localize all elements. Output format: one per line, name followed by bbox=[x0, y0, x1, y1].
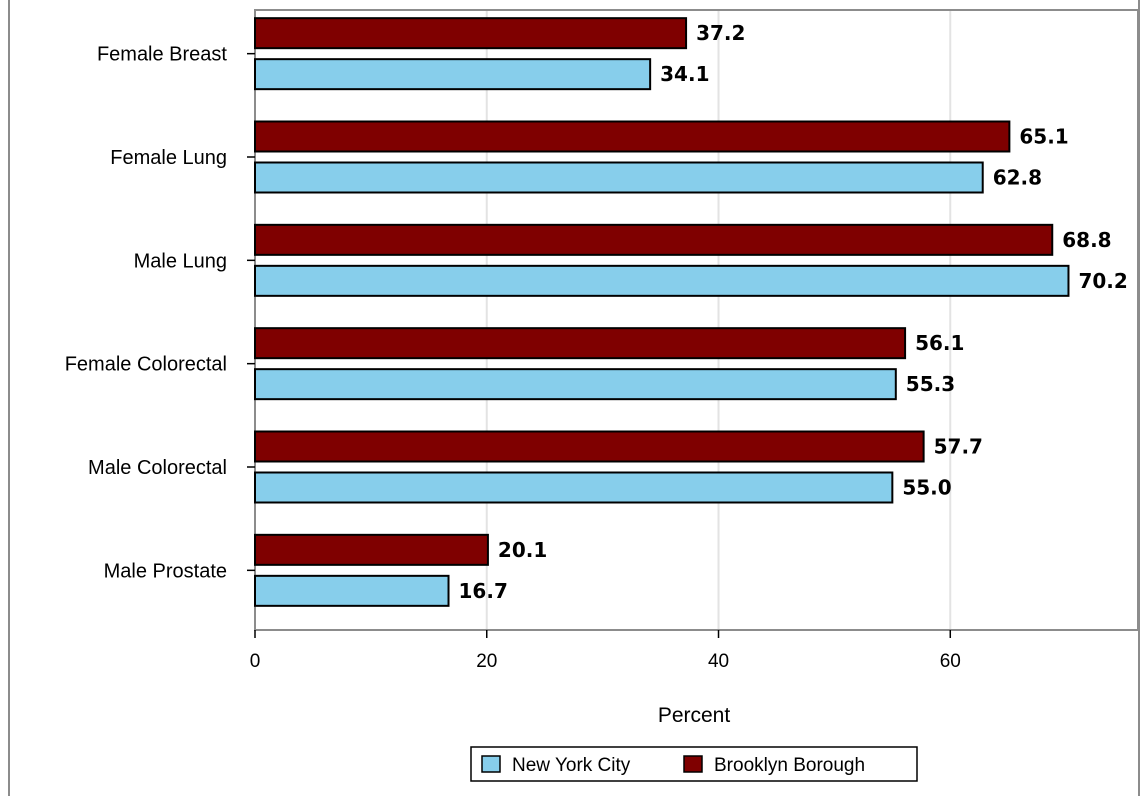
bar-female-lung-new-york-city bbox=[254, 161, 984, 194]
bar-male-prostate-new-york-city bbox=[254, 574, 450, 607]
bar-female-lung-brooklyn-borough bbox=[254, 120, 1011, 153]
category-label-male-prostate: Male Prostate bbox=[104, 560, 227, 582]
data-label-male-prostate-new-york-city: 16.7 bbox=[459, 579, 508, 603]
category-label-female-lung: Female Lung bbox=[110, 147, 227, 169]
data-label-male-colorectal-brooklyn-borough: 57.7 bbox=[934, 435, 983, 459]
bar-female-colorectal-brooklyn-borough bbox=[254, 327, 907, 360]
category-label-male-colorectal: Male Colorectal bbox=[88, 457, 227, 479]
data-label-female-lung-new-york-city: 62.8 bbox=[993, 166, 1042, 190]
category-label-female-breast: Female Breast bbox=[97, 44, 227, 66]
data-label-female-breast-brooklyn-borough: 37.2 bbox=[696, 21, 745, 45]
x-tick-label-60: 60 bbox=[940, 651, 961, 672]
bar-male-lung-new-york-city bbox=[254, 264, 1070, 297]
bar-female-colorectal-new-york-city bbox=[254, 368, 897, 401]
grid-lines bbox=[485, 10, 952, 630]
legend-swatch-brooklyn-borough bbox=[683, 755, 703, 773]
data-label-female-lung-brooklyn-borough: 65.1 bbox=[1019, 125, 1068, 149]
legend-label-new-york-city: New York City bbox=[512, 755, 631, 776]
category-label-female-colorectal: Female Colorectal bbox=[65, 354, 227, 376]
bar-male-colorectal-brooklyn-borough bbox=[254, 430, 925, 463]
legend-label-brooklyn-borough: Brooklyn Borough bbox=[714, 755, 865, 776]
legend-swatch-new-york-city bbox=[481, 755, 501, 773]
x-axis: 0 20 40 60 bbox=[250, 630, 961, 672]
data-label-female-colorectal-new-york-city: 55.3 bbox=[906, 372, 955, 396]
category-labels: Female Breast Female Lung Male Lung Female … bbox=[65, 44, 255, 582]
plot-area bbox=[254, 9, 1139, 631]
data-label-male-prostate-brooklyn-borough: 20.1 bbox=[498, 538, 547, 562]
bar-male-colorectal-new-york-city bbox=[254, 471, 894, 504]
x-tick-label-20: 20 bbox=[476, 651, 497, 672]
x-tick-label-0: 0 bbox=[250, 651, 261, 672]
bar-male-prostate-brooklyn-borough bbox=[254, 533, 489, 566]
bar-female-breast-new-york-city bbox=[254, 58, 652, 91]
data-label-male-colorectal-new-york-city: 55.0 bbox=[902, 476, 951, 500]
bar-male-lung-brooklyn-borough bbox=[254, 223, 1054, 256]
bar-female-breast-brooklyn-borough bbox=[254, 17, 688, 50]
x-axis-title: Percent bbox=[658, 704, 731, 727]
data-label-male-lung-brooklyn-borough: 68.8 bbox=[1062, 228, 1111, 252]
data-label-male-lung-new-york-city: 70.2 bbox=[1078, 269, 1127, 293]
data-label-female-colorectal-brooklyn-borough: 56.1 bbox=[915, 331, 964, 355]
data-label-female-breast-new-york-city: 34.1 bbox=[660, 62, 709, 86]
category-label-male-lung: Male Lung bbox=[134, 250, 227, 272]
x-tick-label-40: 40 bbox=[708, 651, 729, 672]
legend: New York City Brooklyn Borough bbox=[470, 746, 918, 782]
bars: 37.2 34.1 65.1 62.8 68.8 70.2 56.1 55.3 57.7 55.0… bbox=[254, 17, 1128, 607]
